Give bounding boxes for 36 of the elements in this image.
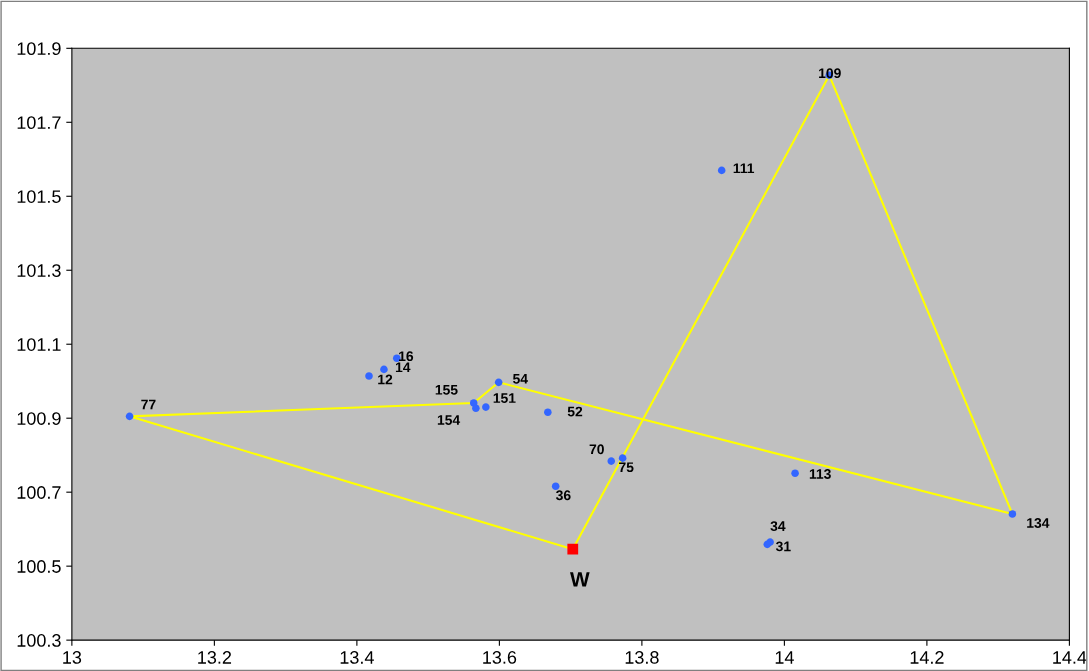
annotation: 113 bbox=[809, 469, 831, 479]
annotation: W bbox=[570, 572, 590, 587]
y-tick-label: 100.9 bbox=[17, 412, 61, 425]
annotation: 14 bbox=[395, 362, 411, 373]
annotation: 52 bbox=[567, 406, 583, 417]
y-tick-label: 100.5 bbox=[17, 560, 61, 573]
annotation: 77 bbox=[141, 399, 156, 410]
y-tick-label: 101.7 bbox=[17, 116, 61, 130]
annotation: 109 bbox=[819, 68, 841, 79]
annotation: 16 bbox=[399, 351, 414, 362]
annotation: 111 bbox=[733, 163, 755, 174]
y-tick-label: 101.5 bbox=[17, 190, 61, 203]
x-tick-label: 13.4 bbox=[340, 651, 374, 664]
x-tick-label: 13.8 bbox=[625, 651, 659, 664]
x-tick-label: 13 bbox=[63, 651, 82, 664]
annotation: 36 bbox=[555, 490, 571, 501]
annotation: 34 bbox=[770, 521, 786, 532]
annotation: 134 bbox=[1027, 518, 1050, 528]
annotation: 31 bbox=[775, 541, 791, 552]
annotation: 75 bbox=[619, 462, 634, 473]
y-tick-label: 101.1 bbox=[17, 338, 61, 351]
x-tick-label: 13.2 bbox=[198, 651, 232, 664]
annotation: 70 bbox=[589, 444, 604, 455]
y-tick-label: 101.9 bbox=[17, 42, 61, 56]
annotation: 151 bbox=[493, 393, 516, 403]
x-tick-label: 14.2 bbox=[910, 651, 944, 664]
x-tick-label: 13.6 bbox=[483, 651, 517, 664]
x-tick-label: 14 bbox=[775, 651, 794, 664]
y-tick-label: 101.3 bbox=[17, 264, 61, 277]
annotation: 154 bbox=[437, 415, 461, 425]
y-tick-label: 100.7 bbox=[17, 486, 61, 499]
annotation: 12 bbox=[378, 374, 393, 385]
annotation: 54 bbox=[512, 374, 528, 384]
annotation: 155 bbox=[435, 385, 458, 395]
x-tick-label: 14.4 bbox=[1053, 651, 1087, 664]
y-tick-label: 100.3 bbox=[17, 634, 61, 647]
